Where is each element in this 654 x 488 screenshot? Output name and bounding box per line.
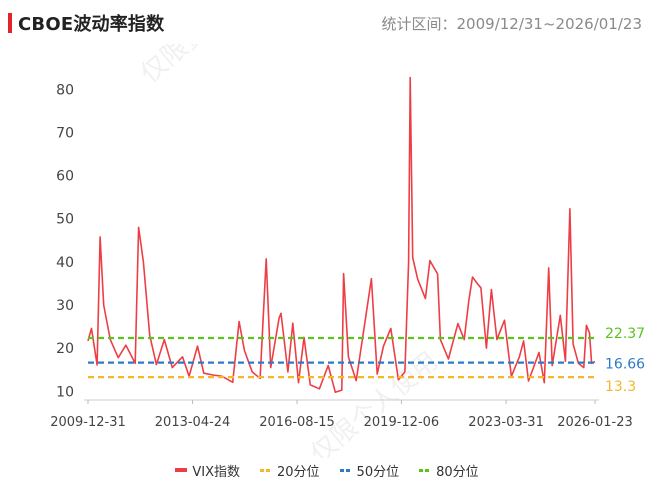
chart-legend: VIX指数 20分位 50分位 80分位 xyxy=(0,458,654,482)
y-tick-label: 10 xyxy=(56,384,74,400)
y-tick-label: 30 xyxy=(56,298,74,314)
x-tick-label: 2013-04-24 xyxy=(155,415,231,430)
x-tick-label: 2026-01-23 xyxy=(557,415,633,430)
legend-label-p20: 20分位 xyxy=(277,464,320,480)
legend-swatch-p20 xyxy=(260,468,272,472)
legend-item-p80[interactable]: 80分位 xyxy=(419,461,479,480)
legend-label-p50: 50分位 xyxy=(356,464,400,480)
x-tick-label: 2016-08-15 xyxy=(259,415,335,430)
y-tick-label: 20 xyxy=(56,341,74,357)
legend-label-p80: 80分位 xyxy=(436,464,479,480)
x-tick-label: 2023-03-31 xyxy=(468,415,544,430)
x-tick-label: 2009-12-31 xyxy=(50,415,126,430)
date-range-label: 统计区间：2009/12/31~2026/01/23 xyxy=(381,15,642,33)
chart-header: CBOE波动率指数 统计区间：2009/12/31~2026/01/23 xyxy=(0,0,654,44)
y-tick-label: 40 xyxy=(56,255,74,271)
legend-swatch-p80 xyxy=(419,468,432,472)
legend-item-p50[interactable]: 50分位 xyxy=(339,461,400,480)
x-tick-label: 2019-12-06 xyxy=(364,415,440,430)
legend-item-p20[interactable]: 20分位 xyxy=(260,461,320,480)
legend-label-vix: VIX指数 xyxy=(192,464,240,480)
percentile-label-p50: 16.66 xyxy=(605,357,645,373)
y-tick-label: 50 xyxy=(56,212,74,228)
legend-swatch-p50 xyxy=(339,468,352,472)
legend-swatch-vix xyxy=(175,468,188,472)
y-tick-label: 80 xyxy=(56,82,74,98)
chart-title: CBOE波动率指数 xyxy=(18,14,165,35)
percentile-label-p80: 22.37 xyxy=(605,326,645,342)
y-tick-label: 70 xyxy=(56,125,74,141)
legend-item-vix[interactable]: VIX指数 xyxy=(175,461,240,480)
percentile-label-p20: 13.3 xyxy=(605,379,636,395)
y-tick-label: 60 xyxy=(56,169,74,185)
vix-series-line xyxy=(87,76,596,394)
watermark: 仅限赏学 xyxy=(135,44,234,89)
title-accent-bar xyxy=(8,13,12,33)
